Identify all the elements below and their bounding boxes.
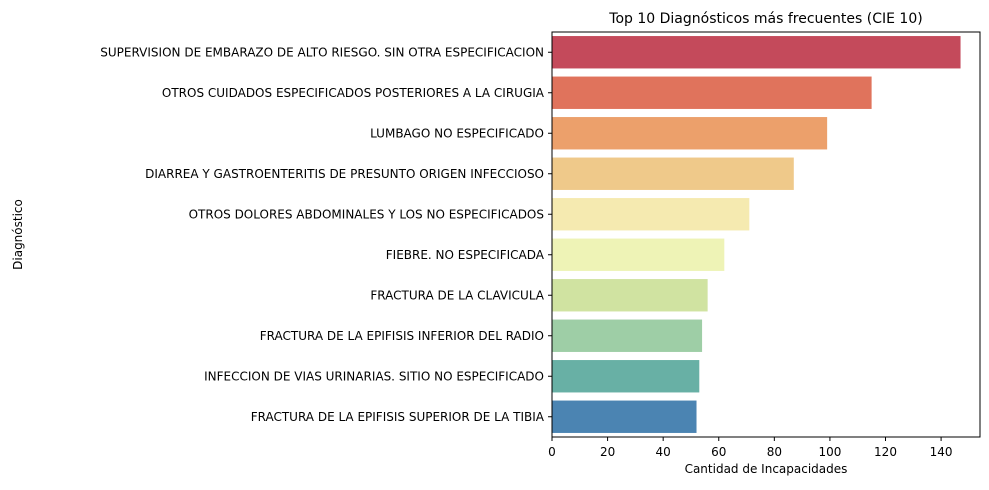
bar <box>552 319 703 352</box>
bar <box>552 36 961 69</box>
bar <box>552 360 700 393</box>
x-tick-label: 120 <box>874 445 897 459</box>
plot-frame <box>551 31 981 438</box>
x-tick-label: 80 <box>767 445 782 459</box>
y-tick-label: INFECCION DE VIAS URINARIAS. SITIO NO ES… <box>204 369 544 383</box>
x-tick-label: 40 <box>656 445 671 459</box>
x-tick-label: 100 <box>818 445 841 459</box>
bar <box>552 238 725 271</box>
y-tick-label: OTROS DOLORES ABDOMINALES Y LOS NO ESPEC… <box>189 207 544 221</box>
y-tick-label: FIEBRE. NO ESPECIFICADA <box>386 248 545 262</box>
x-axis-ticks: 0 20 40 60 80 100 120 140 <box>548 437 953 459</box>
bars-group <box>552 36 961 433</box>
bar <box>552 400 697 433</box>
y-tick-label: OTROS CUIDADOS ESPECIFICADOS POSTERIORES… <box>162 86 545 100</box>
chart-title: Top 10 Diagnósticos más frecuentes (CIE … <box>608 11 922 27</box>
y-tick-label: FRACTURA DE LA EPIFISIS SUPERIOR DE LA T… <box>251 410 545 424</box>
x-axis-label: Cantidad de Incapacidades <box>685 462 848 476</box>
y-tick-label: FRACTURA DE LA EPIFISIS INFERIOR DEL RAD… <box>260 329 544 343</box>
bar <box>552 198 750 231</box>
bar <box>552 76 872 109</box>
bar <box>552 117 828 150</box>
x-tick-label: 60 <box>711 445 726 459</box>
x-tick-label: 0 <box>548 445 556 459</box>
x-tick-label: 20 <box>600 445 615 459</box>
y-axis-ticks: SUPERVISION DE EMBARAZO DE ALTO RIESGO. … <box>100 45 552 424</box>
bar <box>552 157 794 190</box>
y-tick-label: LUMBAGO NO ESPECIFICADO <box>370 126 544 140</box>
bar <box>552 279 708 312</box>
y-axis-label: Diagnóstico <box>11 199 25 270</box>
y-tick-label: SUPERVISION DE EMBARAZO DE ALTO RIESGO. … <box>100 45 544 59</box>
y-tick-label: DIARREA Y GASTROENTERITIS DE PRESUNTO OR… <box>145 167 544 181</box>
y-tick-label: FRACTURA DE LA CLAVICULA <box>370 288 544 302</box>
x-tick-label: 140 <box>930 445 953 459</box>
